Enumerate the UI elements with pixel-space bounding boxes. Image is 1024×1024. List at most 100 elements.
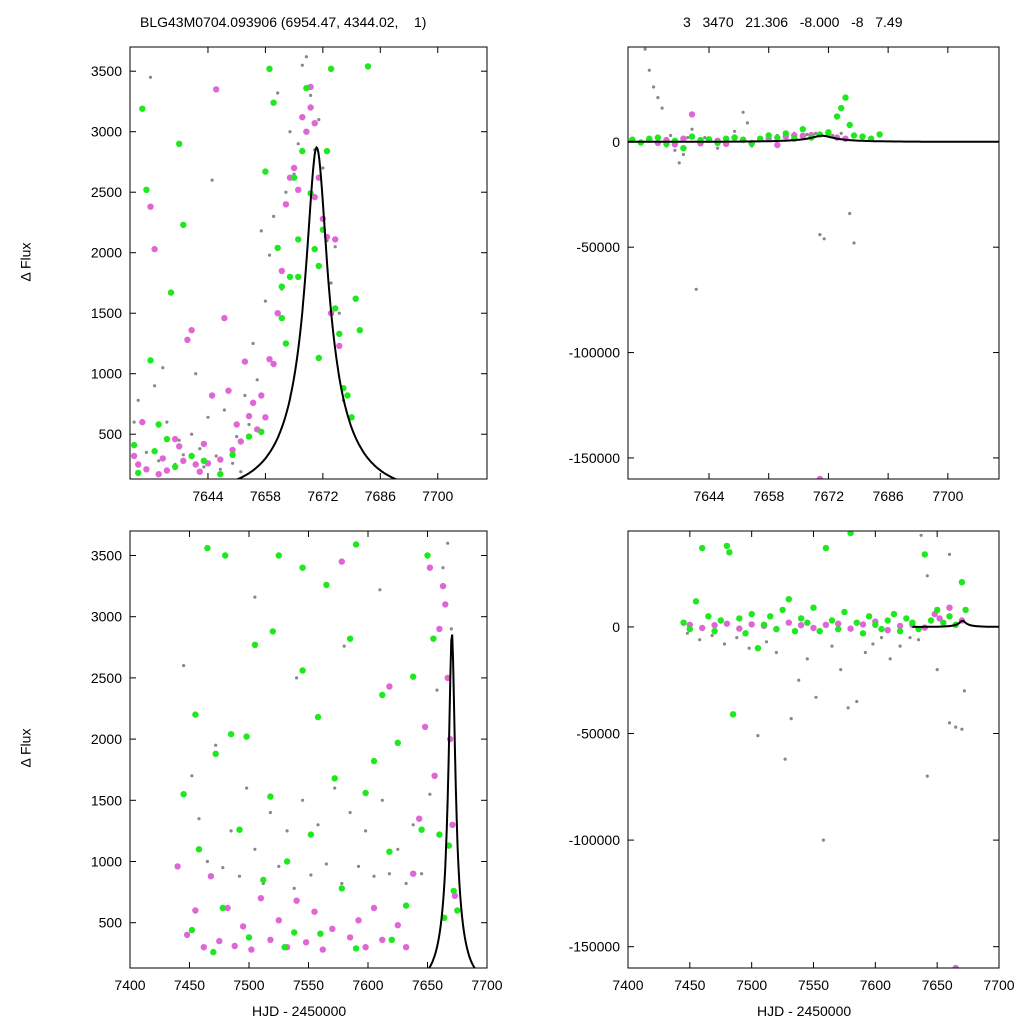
gray-data-point: [643, 47, 647, 51]
green-data-point: [327, 65, 335, 73]
green-data-point: [816, 628, 823, 635]
y-tick-label: 2500: [91, 184, 122, 200]
green-data-point: [251, 641, 259, 648]
gray-data-point: [846, 706, 850, 710]
green-data-point: [338, 885, 345, 892]
green-data-point: [243, 733, 250, 740]
magenta-data-point: [258, 392, 265, 399]
y-tick-label: 1500: [91, 305, 122, 321]
magenta-data-point: [237, 438, 244, 445]
gray-data-point: [879, 636, 884, 640]
gray-data-point: [814, 695, 818, 699]
green-data-point: [940, 619, 947, 626]
green-data-point: [290, 174, 298, 181]
magenta-data-point: [216, 937, 223, 945]
green-data-point: [884, 617, 891, 624]
gray-data-point: [210, 178, 214, 182]
green-data-point: [344, 392, 351, 399]
gray-data-point: [144, 450, 148, 454]
green-data-point: [946, 613, 953, 620]
magenta-data-point: [155, 471, 162, 478]
gray-data-point: [161, 366, 165, 370]
green-data-point: [804, 619, 811, 626]
magenta-data-point: [295, 186, 302, 193]
green-data-point: [188, 452, 195, 460]
x-axis-label-bottom-right: HJD - 2450000: [757, 1003, 852, 1019]
green-data-point: [450, 887, 457, 895]
green-data-point: [692, 598, 700, 605]
green-data-point: [155, 421, 162, 428]
magenta-data-point: [135, 461, 142, 468]
y-tick-label: 500: [99, 915, 123, 931]
gray-data-point: [387, 872, 391, 876]
green-data-point: [903, 615, 910, 622]
green-data-point: [773, 625, 780, 633]
green-data-point: [315, 354, 322, 362]
green-data-point: [180, 791, 187, 798]
magenta-data-point: [221, 314, 228, 322]
x-tick-label: 7550: [293, 977, 324, 993]
magenta-data-point: [282, 201, 290, 208]
magenta-data-point: [208, 392, 216, 399]
green-data-point: [364, 63, 372, 70]
gray-data-point: [321, 166, 325, 170]
magenta-data-point: [835, 620, 842, 627]
gray-data-point: [317, 118, 321, 122]
gray-data-point: [253, 595, 257, 599]
green-data-point: [726, 549, 733, 556]
plot-frame: [627, 46, 1000, 480]
magenta-data-point: [346, 934, 354, 941]
x-tick-label: 7686: [873, 488, 904, 504]
gray-data-point: [190, 432, 194, 436]
y-tick-label: -100000: [569, 832, 621, 848]
green-data-point: [680, 145, 687, 152]
magenta-data-point: [680, 135, 687, 142]
gray-data-point: [333, 786, 337, 790]
green-data-point: [386, 848, 393, 855]
green-data-point: [846, 121, 853, 129]
x-tick-label: 7672: [307, 488, 338, 504]
magenta-data-point: [319, 946, 326, 953]
gray-data-point: [685, 631, 690, 635]
gray-data-point: [805, 132, 809, 137]
magenta-data-point: [436, 625, 443, 633]
gray-data-point: [177, 438, 181, 442]
green-data-point: [139, 105, 146, 112]
green-data-point: [219, 904, 226, 912]
x-tick-label: 7700: [932, 488, 963, 504]
x-tick-label: 7658: [753, 488, 784, 504]
magenta-data-point: [224, 904, 231, 912]
magenta-data-point: [711, 622, 718, 629]
green-data-point: [774, 134, 781, 141]
gray-data-point: [301, 798, 305, 802]
green-data-point: [379, 691, 386, 699]
x-tick-label: 7644: [192, 488, 223, 504]
green-data-point: [269, 628, 276, 635]
gray-data-point: [925, 574, 929, 578]
green-data-point: [135, 469, 142, 477]
green-data-point: [699, 544, 706, 552]
green-data-point: [878, 625, 885, 633]
magenta-data-point: [847, 625, 854, 632]
magenta-data-point: [299, 114, 306, 121]
green-data-point: [418, 826, 425, 833]
y-tick-label: 500: [99, 426, 123, 442]
magenta-data-point: [421, 723, 429, 731]
panel-bottom-left: 7400 7450 7500 7550 7600 7650 7700 500 1000 1500 2…: [91, 530, 503, 993]
magenta-data-point: [822, 621, 830, 628]
plot-frame: [627, 530, 1000, 969]
green-data-point: [210, 948, 217, 956]
gray-data-point: [218, 467, 222, 471]
green-data-point: [171, 463, 179, 471]
green-data-point: [217, 471, 224, 478]
gray-data-point: [288, 130, 292, 134]
gray-data-point: [231, 461, 235, 465]
green-data-point: [195, 846, 203, 853]
magenta-data-point: [410, 870, 417, 877]
gray-data-point: [276, 91, 280, 95]
gray-data-point: [741, 110, 745, 114]
magenta-data-point: [884, 626, 891, 634]
gray-data-point: [235, 435, 239, 439]
green-data-point: [822, 544, 830, 552]
